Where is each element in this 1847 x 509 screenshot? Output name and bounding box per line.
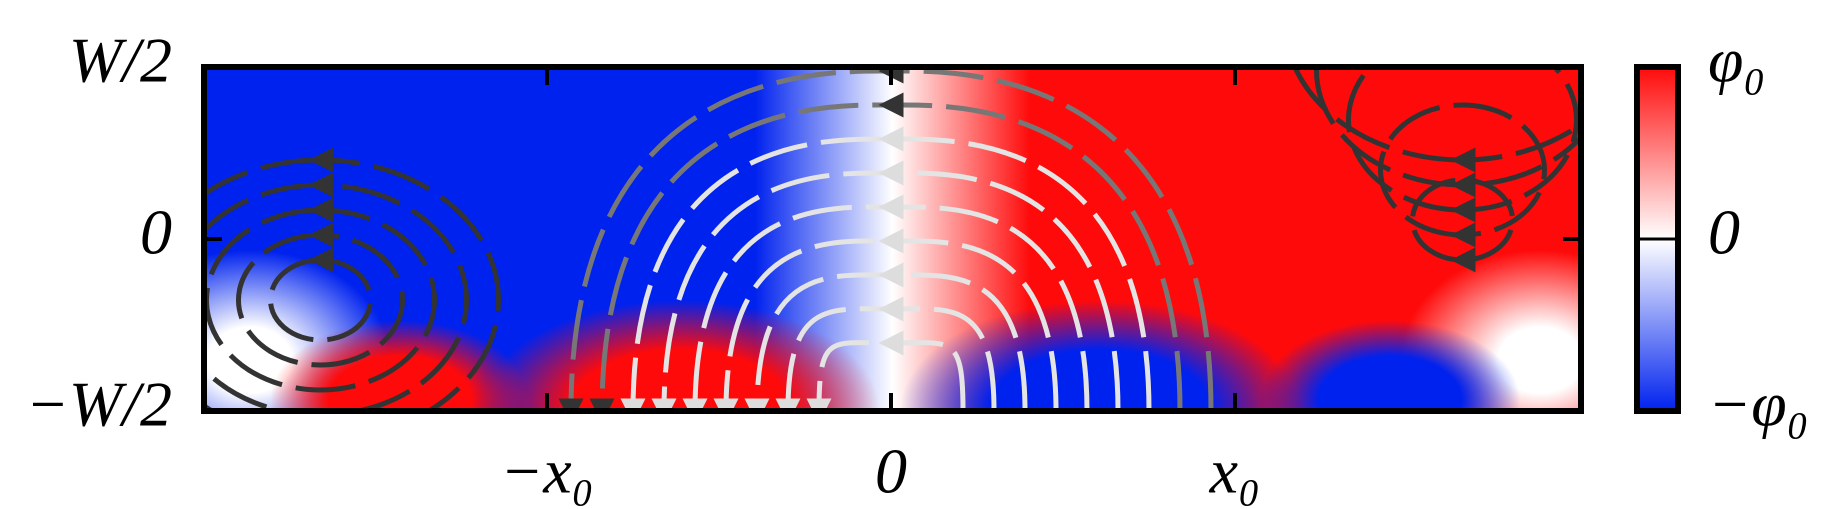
x-tick-label: 0 [875, 436, 907, 507]
streamline [1292, 67, 1581, 173]
streamlines [204, 67, 1581, 411]
streamline [1378, 102, 1547, 248]
field-map [204, 67, 1581, 411]
streamline [204, 172, 469, 411]
streamline [744, 262, 1028, 411]
streamline [236, 222, 405, 368]
y-tick-label: −W/2 [26, 369, 172, 440]
streamline [651, 160, 1121, 411]
colorbar-label: φ₀ [1708, 25, 1766, 96]
streamline [204, 197, 437, 393]
y-tick-label: 0 [140, 197, 172, 268]
streamline [775, 296, 997, 411]
colorbar-label: −φ₀ [1708, 369, 1809, 440]
colorbar-label: 0 [1708, 197, 1740, 268]
streamline [268, 247, 373, 343]
streamline [1410, 177, 1515, 273]
ticks [204, 67, 1581, 411]
x-tick-label: x₀ [1209, 436, 1261, 507]
streamline [806, 330, 966, 411]
x-tick-label: −x₀ [500, 436, 594, 507]
streamline [713, 228, 1059, 411]
streamline [1346, 67, 1579, 223]
y-tick-label: W/2 [69, 25, 172, 96]
streamline [204, 147, 501, 411]
streamline [682, 194, 1090, 411]
